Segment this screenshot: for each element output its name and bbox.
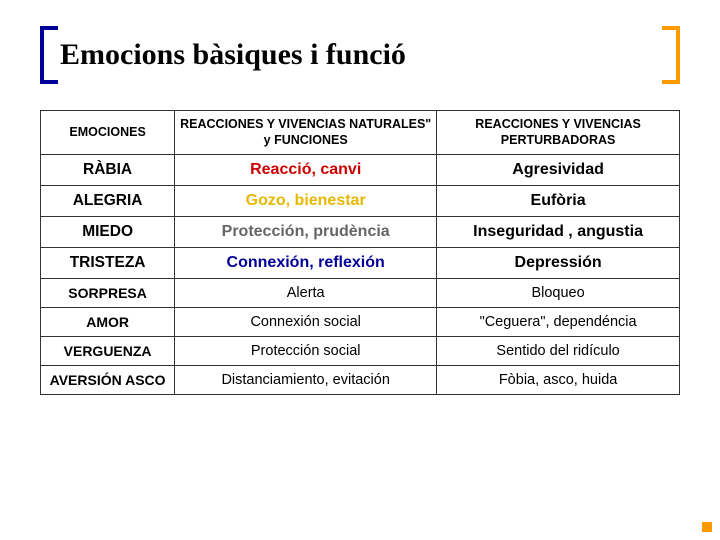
header-perturbadoras: REACCIONES Y VIVENCIAS PERTURBADORAS — [437, 111, 680, 155]
emotion-cell: AMOR — [41, 308, 175, 337]
emotion-cell: RÀBIA — [41, 155, 175, 186]
emotion-cell: MIEDO — [41, 217, 175, 248]
table-row: AVERSIÓN ASCODistanciamiento, evitaciónF… — [41, 366, 680, 395]
emotion-cell: VERGUENZA — [41, 337, 175, 366]
header-emociones: EMOCIONES — [41, 111, 175, 155]
perturb-cell: Inseguridad , angustia — [437, 217, 680, 248]
emotions-table: EMOCIONES REACCIONES Y VIVENCIAS NATURAL… — [40, 110, 680, 395]
bracket-left-icon — [40, 26, 58, 84]
emotion-cell: TRISTEZA — [41, 248, 175, 279]
table-row: VERGUENZAProtección socialSentido del ri… — [41, 337, 680, 366]
perturb-cell: Eufòria — [437, 186, 680, 217]
title-container: Emocions bàsiques i funció — [40, 30, 680, 80]
table-row: SORPRESAAlertaBloqueo — [41, 279, 680, 308]
natural-cell: Connexión social — [175, 308, 437, 337]
perturb-cell: Agresividad — [437, 155, 680, 186]
natural-cell: Protección social — [175, 337, 437, 366]
table-header-row: EMOCIONES REACCIONES Y VIVENCIAS NATURAL… — [41, 111, 680, 155]
perturb-cell: Depressión — [437, 248, 680, 279]
header-naturales: REACCIONES Y VIVENCIAS NATURALES" y FUNC… — [175, 111, 437, 155]
table-row: TRISTEZAConnexión, reflexiónDepressión — [41, 248, 680, 279]
natural-cell: Protección, prudència — [175, 217, 437, 248]
emotion-cell: AVERSIÓN ASCO — [41, 366, 175, 395]
emotion-cell: SORPRESA — [41, 279, 175, 308]
natural-cell: Gozo, bienestar — [175, 186, 437, 217]
perturb-cell: Bloqueo — [437, 279, 680, 308]
table-row: ALEGRIAGozo, bienestarEufòria — [41, 186, 680, 217]
emotion-cell: ALEGRIA — [41, 186, 175, 217]
perturb-cell: Fòbia, asco, huida — [437, 366, 680, 395]
table-body: RÀBIAReacció, canviAgresividadALEGRIAGoz… — [41, 155, 680, 395]
table-row: MIEDOProtección, prudènciaInseguridad , … — [41, 217, 680, 248]
bracket-right-icon — [662, 26, 680, 84]
perturb-cell: Sentido del ridículo — [437, 337, 680, 366]
slide-title: Emocions bàsiques i funció — [40, 30, 680, 80]
slide: Emocions bàsiques i funció EMOCIONES REA… — [0, 0, 720, 540]
table-row: RÀBIAReacció, canviAgresividad — [41, 155, 680, 186]
natural-cell: Connexión, reflexión — [175, 248, 437, 279]
perturb-cell: "Ceguera", dependéncia — [437, 308, 680, 337]
natural-cell: Reacció, canvi — [175, 155, 437, 186]
corner-accent-icon — [702, 522, 712, 532]
natural-cell: Distanciamiento, evitación — [175, 366, 437, 395]
natural-cell: Alerta — [175, 279, 437, 308]
table-row: AMORConnexión social"Ceguera", dependénc… — [41, 308, 680, 337]
